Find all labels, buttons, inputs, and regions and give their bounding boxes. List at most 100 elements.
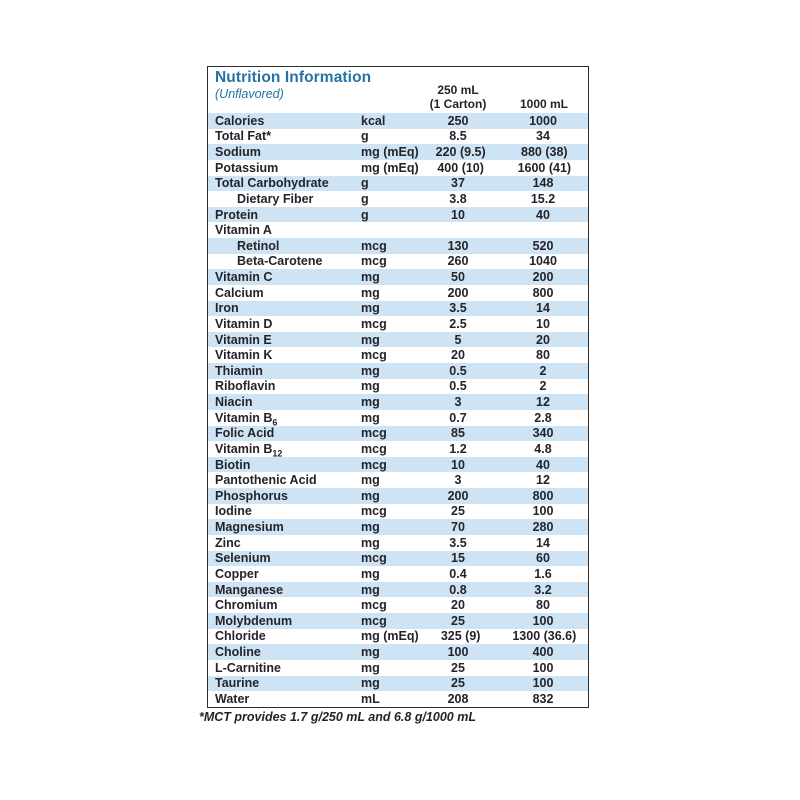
row-label: Calories <box>215 113 265 128</box>
row-unit: mcg <box>361 426 387 441</box>
row-value-250ml: 8.5 <box>449 129 467 144</box>
row-unit: mcg <box>361 613 387 628</box>
row-label: Biotin <box>215 457 251 472</box>
row-value-250ml: 130 <box>447 238 469 253</box>
row-value-250ml: 25 <box>451 660 465 675</box>
row-value-1000ml: 34 <box>536 129 550 144</box>
row-unit: mg <box>361 285 380 300</box>
row-unit: mcg <box>361 441 387 456</box>
row-value-250ml: 0.7 <box>449 410 467 425</box>
table-row: Retinol mcg 130 520 <box>208 238 588 254</box>
row-value-1000ml: 280 <box>532 520 554 535</box>
row-value-250ml: 25 <box>451 676 465 691</box>
row-value-1000ml: 1000 <box>529 113 557 128</box>
row-label: Folic Acid <box>215 426 275 441</box>
row-value-250ml: 37 <box>451 176 465 191</box>
row-value-250ml: 1.2 <box>449 441 467 456</box>
row-value-1000ml: 40 <box>536 207 550 222</box>
row-value-250ml: 25 <box>451 504 465 519</box>
row-value-250ml: 0.4 <box>449 566 467 581</box>
row-value-250ml: 3.5 <box>449 535 467 550</box>
row-unit: mcg <box>361 238 387 253</box>
row-value-1000ml: 880 (38) <box>521 145 568 160</box>
row-unit: mg <box>361 520 380 535</box>
row-label: Total Carbohydrate <box>215 176 329 191</box>
row-label: Vitamin B6 <box>215 410 278 428</box>
row-unit: mL <box>361 691 380 706</box>
row-value-250ml: 85 <box>451 426 465 441</box>
row-unit: g <box>361 191 369 206</box>
row-value-250ml: 20 <box>451 598 465 613</box>
table-header: Nutrition Information (Unflavored) 250 m… <box>208 67 588 113</box>
row-label-subscript: 6 <box>272 417 278 428</box>
row-value-1000ml: 1600 (41) <box>517 160 572 175</box>
table-row: Sodium mg (mEq) 220 (9.5) 880 (38) <box>208 144 588 160</box>
row-label: Sodium <box>215 145 261 160</box>
row-value-250ml: 100 <box>447 645 469 660</box>
row-value-1000ml: 60 <box>536 551 550 566</box>
row-value-1000ml: 832 <box>532 691 554 706</box>
row-label: Magnesium <box>215 520 284 535</box>
row-unit: mcg <box>361 457 387 472</box>
row-label: Vitamin K <box>215 348 273 363</box>
table-row: Choline mg 100 400 <box>208 644 588 660</box>
row-label: Beta-Carotene <box>237 254 323 269</box>
row-label: Niacin <box>215 395 253 410</box>
row-unit: g <box>361 129 369 144</box>
table-row: Vitamin C mg 50 200 <box>208 269 588 285</box>
table-row: L-Carnitine mg 25 100 <box>208 660 588 676</box>
row-value-250ml: 325 (9) <box>440 629 481 644</box>
row-unit: mcg <box>361 316 387 331</box>
table-row: Vitamin D mcg 2.5 10 <box>208 316 588 332</box>
row-unit: mcg <box>361 551 387 566</box>
row-label: Copper <box>215 566 259 581</box>
row-label: Phosphorus <box>215 488 288 503</box>
column-header-250ml: 250 mL (1 Carton) <box>416 83 500 111</box>
footnote: *MCT provides 1.7 g/250 mL and 6.8 g/100… <box>199 710 476 724</box>
table-row: Dietary Fiber g 3.8 15.2 <box>208 191 588 207</box>
row-label: Total Fat* <box>215 129 272 144</box>
table-row: Pantothenic Acid mg 3 12 <box>208 472 588 488</box>
row-value-250ml: 3 <box>454 473 462 488</box>
row-unit: mg <box>361 582 380 597</box>
row-unit: mg (mEq) <box>361 629 419 644</box>
row-value-250ml: 20 <box>451 348 465 363</box>
row-label: Calcium <box>215 285 264 300</box>
row-label: Chromium <box>215 598 278 613</box>
row-unit: g <box>361 207 369 222</box>
row-unit: mg (mEq) <box>361 160 419 175</box>
row-value-1000ml: 100 <box>532 504 554 519</box>
row-value-1000ml: 2.8 <box>534 410 552 425</box>
table-row: Riboflavin mg 0.5 2 <box>208 379 588 395</box>
table-row: Phosphorus mg 200 800 <box>208 488 588 504</box>
row-label: Riboflavin <box>215 379 276 394</box>
table-row: Vitamin B6 mg 0.7 2.8 <box>208 410 588 428</box>
row-value-1000ml: 20 <box>536 332 550 347</box>
row-unit: mg <box>361 301 380 316</box>
table-row: Potassium mg (mEq) 400 (10) 1600 (41) <box>208 160 588 176</box>
row-label: Manganese <box>215 582 284 597</box>
row-value-250ml: 0.8 <box>449 582 467 597</box>
table-row: Niacin mg 3 12 <box>208 394 588 410</box>
row-value-250ml: 15 <box>451 551 465 566</box>
row-label: Selenium <box>215 551 271 566</box>
row-value-250ml: 3.8 <box>449 191 467 206</box>
row-value-250ml: 70 <box>451 520 465 535</box>
row-value-250ml: 50 <box>451 270 465 285</box>
row-value-1000ml: 2 <box>539 379 547 394</box>
row-unit: mg <box>361 566 380 581</box>
row-label: Iodine <box>215 504 252 519</box>
row-value-1000ml: 12 <box>536 395 550 410</box>
row-unit: mg (mEq) <box>361 145 419 160</box>
row-value-250ml: 5 <box>454 332 462 347</box>
row-label: Retinol <box>237 238 280 253</box>
table-row: Vitamin E mg 5 20 <box>208 331 588 348</box>
row-unit: mg <box>361 379 380 394</box>
row-label: Choline <box>215 645 261 660</box>
row-value-1000ml: 1.6 <box>534 566 552 581</box>
row-value-1000ml: 10 <box>536 316 550 331</box>
row-value-250ml: 10 <box>451 207 465 222</box>
table-row: Vitamin K mcg 20 80 <box>208 347 588 363</box>
row-value-1000ml: 800 <box>532 488 554 503</box>
